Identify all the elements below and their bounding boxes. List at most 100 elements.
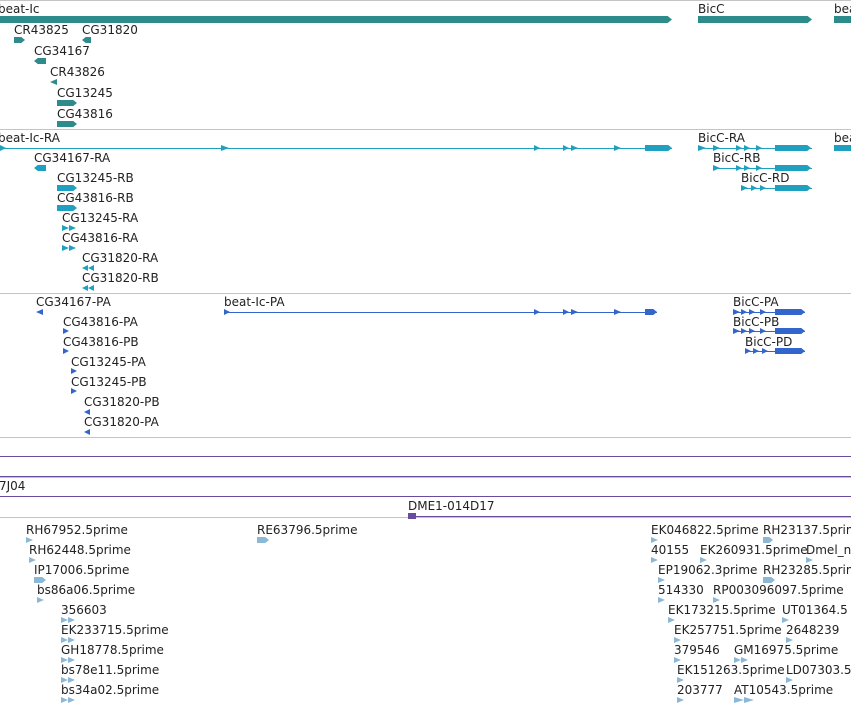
est-glyph[interactable] [674, 637, 681, 643]
feature-label-356603[interactable]: 356603 [61, 603, 107, 617]
feature-glyph[interactable] [57, 205, 77, 211]
exon-glyph[interactable] [571, 145, 578, 151]
est-glyph[interactable] [61, 697, 75, 703]
feature-label-cg31820[interactable]: CG31820 [82, 23, 138, 37]
exon-glyph[interactable] [756, 165, 762, 171]
feature-label-cg43816[interactable]: CG43816 [57, 107, 113, 121]
exon-glyph[interactable] [736, 145, 742, 151]
exon-glyph[interactable] [749, 309, 755, 315]
feature-label-dme1-014d17[interactable]: DME1-014D17 [408, 499, 495, 513]
exon-glyph[interactable] [713, 145, 720, 151]
exon-glyph[interactable] [760, 328, 766, 334]
feature-label-cg43816-pa[interactable]: CG43816-PA [63, 315, 138, 329]
feature-label-ek257751-5prime[interactable]: EK257751.5prime [674, 623, 782, 637]
est-glyph[interactable] [786, 677, 793, 683]
clone-glyph[interactable] [408, 513, 416, 519]
est-glyph[interactable] [786, 637, 793, 643]
feature-label-at10543-5prime[interactable]: AT10543.5prime [734, 683, 834, 697]
feature-label-bicc-pd[interactable]: BicC-PD [745, 335, 793, 349]
feature-glyph[interactable] [224, 309, 230, 315]
gene-glyph[interactable] [50, 79, 57, 85]
exon-glyph[interactable] [614, 309, 621, 315]
feature-label-7j04[interactable]: 7J04 [0, 479, 26, 493]
est-glyph[interactable] [806, 557, 813, 563]
exon-glyph[interactable] [744, 145, 750, 151]
exon-glyph[interactable] [741, 309, 747, 315]
est-glyph[interactable] [674, 657, 681, 663]
est-glyph[interactable] [677, 677, 684, 683]
feature-label-ek233715-5prime[interactable]: EK233715.5prime [61, 623, 169, 637]
exon-glyph[interactable] [571, 309, 578, 315]
exon-glyph[interactable] [713, 165, 720, 171]
exon-glyph[interactable] [645, 145, 672, 151]
feature-label-cg43816-rb[interactable]: CG43816-RB [57, 191, 134, 205]
feature-label-ip17006-5prime[interactable]: IP17006.5prime [34, 563, 130, 577]
est-glyph[interactable] [677, 697, 684, 703]
exon-glyph[interactable] [733, 328, 740, 334]
feature-glyph[interactable] [84, 429, 90, 435]
est-glyph[interactable] [763, 577, 775, 583]
feature-glyph[interactable] [775, 328, 805, 334]
exon-glyph[interactable] [736, 165, 742, 171]
est-glyph[interactable] [668, 617, 675, 623]
est-glyph[interactable] [29, 557, 36, 563]
feature-label-gh18778-5prime[interactable]: GH18778.5prime [61, 643, 164, 657]
est-glyph[interactable] [713, 597, 720, 603]
feature-label-bs34a02-5prime[interactable]: bs34a02.5prime [61, 683, 160, 697]
feature-label-cg13245-ra[interactable]: CG13245-RA [62, 211, 139, 225]
feature-label-beat-ic-pa[interactable]: beat-Ic-PA [224, 295, 285, 309]
feature-label-rp003096097-5prime[interactable]: RP003096097.5prime [713, 583, 844, 597]
feature-label-ld07303-5[interactable]: LD07303.5 [786, 663, 851, 677]
feature-label-2648239[interactable]: 2648239 [786, 623, 840, 637]
exon-glyph[interactable] [745, 348, 751, 354]
exon-glyph[interactable] [775, 145, 811, 151]
exon-glyph[interactable] [760, 185, 766, 191]
feature-label-cg31820-ra[interactable]: CG31820-RA [82, 251, 159, 265]
exon-glyph[interactable] [834, 145, 851, 151]
feature-glyph[interactable] [84, 409, 90, 415]
exon-glyph[interactable] [534, 145, 540, 151]
feature-label-beat-ic-ra[interactable]: beat-Ic-RA [0, 131, 60, 145]
gene-glyph[interactable] [82, 37, 91, 43]
exon-glyph[interactable] [749, 328, 755, 334]
exon-glyph[interactable] [221, 145, 229, 151]
feature-label-bicc-ra[interactable]: BicC-RA [698, 131, 745, 145]
feature-label-cg43816-pb[interactable]: CG43816-PB [63, 335, 139, 349]
gene-glyph[interactable] [14, 37, 25, 43]
exon-glyph[interactable] [775, 185, 811, 191]
feature-label-ek173215-5prime[interactable]: EK173215.5prime [668, 603, 776, 617]
est-glyph[interactable] [26, 537, 33, 543]
feature-label-cr43825[interactable]: CR43825 [14, 23, 69, 37]
feature-label-bicc-rd[interactable]: BicC-RD [741, 171, 790, 185]
exon-glyph[interactable] [753, 348, 759, 354]
feature-glyph[interactable] [62, 245, 76, 251]
feature-label-cg31820-pa[interactable]: CG31820-PA [84, 415, 159, 429]
exon-glyph[interactable] [733, 309, 740, 315]
est-glyph[interactable] [763, 537, 773, 543]
est-glyph[interactable] [61, 657, 75, 663]
gene-glyph[interactable] [34, 58, 46, 64]
feature-label-bicc-rb[interactable]: BicC-RB [713, 151, 761, 165]
gene-glyph[interactable] [57, 121, 77, 127]
feature-label-bicc-pa[interactable]: BicC-PA [733, 295, 779, 309]
feature-label-cg31820-rb[interactable]: CG31820-RB [82, 271, 159, 285]
feature-glyph[interactable] [71, 388, 77, 394]
est-glyph[interactable] [651, 557, 658, 563]
est-glyph[interactable] [700, 557, 707, 563]
feature-label-379546[interactable]: 379546 [674, 643, 720, 657]
est-glyph[interactable] [34, 577, 46, 583]
feature-label-beat-ic[interactable]: beat-Ic [0, 2, 40, 16]
feature-glyph[interactable] [82, 285, 94, 291]
feature-label-cg43816-ra[interactable]: CG43816-RA [62, 231, 139, 245]
est-glyph[interactable] [658, 597, 665, 603]
feature-label-203777[interactable]: 203777 [677, 683, 723, 697]
est-glyph[interactable] [651, 537, 658, 543]
est-glyph[interactable] [257, 537, 269, 543]
feature-label-cg13245-pb[interactable]: CG13245-PB [71, 375, 147, 389]
feature-glyph[interactable] [71, 368, 77, 374]
feature-glyph[interactable] [775, 348, 805, 354]
feature-label-ek046822-5prime[interactable]: EK046822.5prime [651, 523, 759, 537]
gene-glyph[interactable] [0, 15, 672, 23]
feature-label-rh23285-5prime[interactable]: RH23285.5prime [763, 563, 851, 577]
feature-glyph[interactable] [698, 145, 706, 151]
